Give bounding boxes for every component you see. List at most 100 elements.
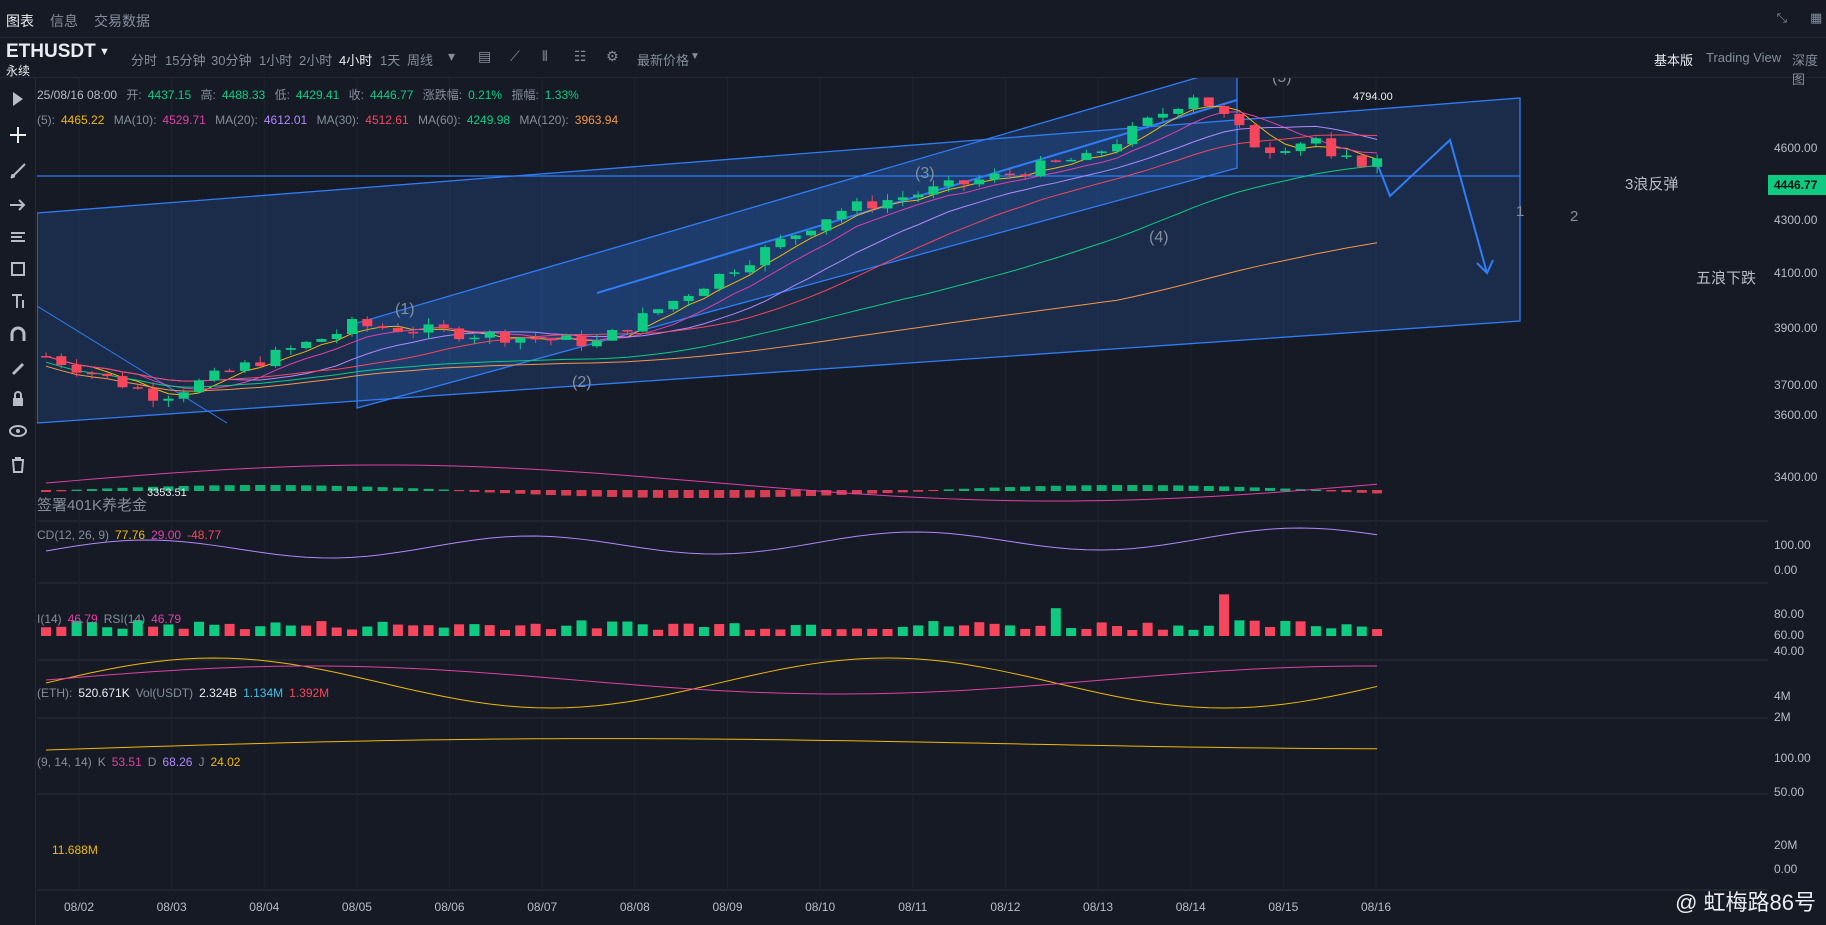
candle-body xyxy=(1081,153,1092,160)
macd-legend: CD(12, 26, 9) 77.76 29.00 -48.77 xyxy=(37,528,222,542)
volume-bar xyxy=(760,628,771,636)
top-icons: ⤡ ▦ xyxy=(1763,10,1826,26)
fib-icon[interactable] xyxy=(5,224,31,250)
price-axis-label: 4600.00 xyxy=(1774,141,1818,155)
candle-body xyxy=(285,348,296,350)
collapse-icon[interactable]: ⤡ xyxy=(1776,10,1788,25)
volume-bar xyxy=(224,623,235,636)
macd-histogram-bar xyxy=(270,485,281,491)
macd-histogram-bar xyxy=(698,490,709,498)
macd-histogram-bar xyxy=(928,490,939,492)
volume-bar xyxy=(469,624,480,636)
settings-icon[interactable]: ⚙ xyxy=(606,48,619,64)
volume-bar xyxy=(668,623,679,636)
tab-chart[interactable]: 图表 xyxy=(6,13,34,40)
macd-histogram-bar xyxy=(392,487,403,491)
tf-15m[interactable]: 15分钟 xyxy=(165,53,206,68)
volume-bar xyxy=(867,628,878,636)
tab-trade-data[interactable]: 交易数据 xyxy=(94,13,150,29)
cursor-icon[interactable] xyxy=(5,86,31,112)
time-axis-label: 08/12 xyxy=(990,900,1021,914)
template-icon[interactable]: ☷ xyxy=(574,48,587,64)
macd-histogram-bar xyxy=(178,485,189,491)
volume-bar xyxy=(484,625,495,636)
macd-histogram-bar xyxy=(806,490,816,496)
volume-bar xyxy=(790,625,801,636)
volume-bar xyxy=(117,628,128,636)
chevron-down-icon[interactable]: ▼ xyxy=(690,51,700,62)
price-axis-label: 4300.00 xyxy=(1774,213,1818,227)
draw-mode-icon[interactable] xyxy=(5,354,31,380)
crosshair-icon[interactable] xyxy=(5,122,31,148)
grid-layout-icon[interactable]: ▦ xyxy=(1810,10,1823,25)
tab-info[interactable]: 信息 xyxy=(50,13,78,29)
indicator-icon[interactable]: ⟋ xyxy=(510,48,520,64)
trash-icon[interactable] xyxy=(5,452,31,478)
candles-icon[interactable]: ⫴ xyxy=(542,48,548,64)
macd-histogram-bar xyxy=(729,490,740,498)
macd-histogram-bar xyxy=(545,490,556,496)
tf-30m[interactable]: 30分钟 xyxy=(211,53,252,68)
tf-1w[interactable]: 周线 xyxy=(407,53,434,68)
volume-bar xyxy=(362,626,373,636)
volume-bar xyxy=(1280,620,1291,636)
macd-histogram-bar xyxy=(1173,485,1184,491)
lock-icon[interactable] xyxy=(5,386,31,412)
macd-histogram-bar xyxy=(668,490,679,498)
candle-body xyxy=(117,376,128,388)
macd-histogram-bar xyxy=(102,488,113,491)
candle-body xyxy=(897,197,908,201)
symbol-name[interactable]: ETHUSDT xyxy=(6,41,96,62)
candle-body xyxy=(729,272,740,274)
price-type-select[interactable]: 最新价格 xyxy=(637,53,690,68)
ohlc-date: 25/08/16 08:00 xyxy=(37,88,118,102)
candle-body xyxy=(607,329,618,341)
eye-icon[interactable] xyxy=(5,418,31,444)
candle-body xyxy=(1035,160,1046,177)
view-basic[interactable]: 基本版 xyxy=(1654,53,1694,68)
magnet-icon[interactable] xyxy=(5,322,31,348)
macd-histogram-bar xyxy=(484,490,495,493)
volume-bar xyxy=(347,629,357,636)
candle-body xyxy=(331,333,342,340)
tf-2h[interactable]: 2小时 xyxy=(299,53,333,68)
tf-4h[interactable]: 4小时 xyxy=(339,53,373,68)
volume-bar xyxy=(653,629,663,636)
tf-timeline[interactable]: 分时 xyxy=(131,53,158,68)
macd-histogram-bar xyxy=(132,487,143,491)
trend-line-icon[interactable] xyxy=(5,158,31,184)
obv-axis-label: 0.00 xyxy=(1774,862,1798,876)
view-tradingview[interactable]: Trading View xyxy=(1706,50,1782,65)
sub-wave-1: 1 xyxy=(1516,203,1524,220)
tf-1d[interactable]: 1天 xyxy=(380,53,401,68)
more-timeframes-icon[interactable]: ▾ xyxy=(448,48,456,64)
volume-bar xyxy=(530,623,541,636)
arrow-icon[interactable] xyxy=(5,192,31,218)
tf-1h[interactable]: 1小时 xyxy=(259,53,293,68)
text-icon[interactable] xyxy=(5,288,31,314)
volume-bar xyxy=(714,624,725,636)
candle-type-icon[interactable]: ▤ xyxy=(478,48,492,64)
volume-bar xyxy=(1157,629,1168,636)
volume-bar xyxy=(316,621,327,636)
volume-bar xyxy=(974,622,985,636)
macd-histogram-bar xyxy=(1219,486,1230,491)
view-depth[interactable]: 深度图 xyxy=(1792,53,1819,87)
rectangle-icon[interactable] xyxy=(5,256,31,282)
volume-bar xyxy=(331,627,342,636)
macd-histogram-bar xyxy=(775,490,786,497)
macd-histogram-bar xyxy=(301,485,312,491)
candle-body xyxy=(836,210,847,220)
candle-body xyxy=(484,331,495,338)
volume-bar xyxy=(1372,629,1383,636)
price-axis-label: 3600.00 xyxy=(1774,408,1818,422)
wave-label-1: (1) xyxy=(395,301,415,318)
price-axis-label: 3400.00 xyxy=(1774,470,1818,484)
wave-label-5: (5) xyxy=(1272,78,1292,86)
symbol-dropdown-icon[interactable]: ▼ xyxy=(99,46,110,58)
ma-legend: (5): 4465.22 MA(10): 4529.71 MA(20): 4612.0… xyxy=(37,113,619,127)
volume-bar xyxy=(1341,624,1352,636)
volume-bar xyxy=(1295,621,1306,636)
